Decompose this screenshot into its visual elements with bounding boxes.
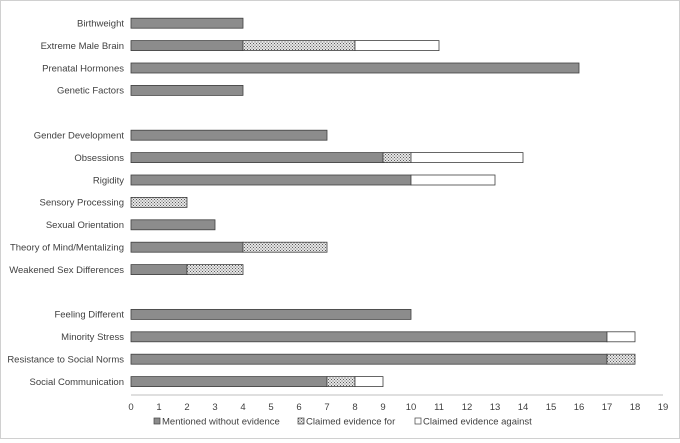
category-label-rigidity: Rigidity: [93, 175, 124, 186]
bar-claimed-evidence-for-social-communication: [326, 376, 356, 388]
category-label-weakened-sex-differences: Weakened Sex Differences: [9, 265, 124, 276]
category-labels: Birthweight Extreme Male Brain Prenatal Ho…: [7, 19, 124, 388]
bar-mentioned-without-evidence-obsessions: [130, 152, 384, 164]
category-label-resistance-to-social-norms: Resistance to Social Norms: [7, 355, 124, 366]
bar-claimed-evidence-for-weakened-sex-differences: [186, 264, 244, 276]
x-tick-label-18: 18: [630, 402, 641, 413]
x-tick-label-16: 16: [574, 402, 585, 413]
bar-claimed-evidence-for-theory-of-mind-mentalizing: [242, 241, 328, 253]
x-tick-label-0: 0: [128, 402, 133, 413]
category-label-sensory-processing: Sensory Processing: [40, 198, 124, 209]
x-tick-label-5: 5: [268, 402, 273, 413]
bar-mentioned-without-evidence-minority-stress: [130, 331, 608, 343]
x-tick-label-2: 2: [184, 402, 189, 413]
category-label-gender-development: Gender Development: [34, 131, 125, 142]
x-tick-label-15: 15: [546, 402, 557, 413]
bar-mentioned-without-evidence-prenatal-hormones: [130, 62, 580, 74]
bar-segments: [130, 17, 636, 388]
category-label-birthweight: Birthweight: [77, 19, 124, 30]
x-tick-label-14: 14: [518, 402, 529, 413]
bar-mentioned-without-evidence-extreme-male-brain: [130, 40, 244, 51]
category-label-theory-of-mind-mentalizing: Theory of Mind/Mentalizing: [10, 243, 124, 254]
category-label-obsessions: Obsessions: [74, 153, 124, 164]
bar-claimed-evidence-against-minority-stress: [606, 331, 636, 343]
x-tick-label-4: 4: [240, 402, 245, 413]
bar-mentioned-without-evidence-feeling-different: [130, 308, 412, 320]
category-label-genetic-factors: Genetic Factors: [57, 86, 124, 97]
bar-mentioned-without-evidence-resistance-to-social-norms: [130, 353, 608, 365]
bar-mentioned-without-evidence-theory-of-mind-mentalizing: [130, 241, 244, 253]
bar-claimed-evidence-for-extreme-male-brain: [242, 40, 356, 51]
x-tick-label-10: 10: [406, 402, 417, 413]
bar-mentioned-without-evidence-genetic-factors: [130, 85, 244, 96]
legend-swatch-claimed-evidence-against: [414, 417, 422, 425]
bar-claimed-evidence-against-rigidity: [410, 174, 496, 186]
legend-swatch-claimed-evidence-for: [297, 417, 305, 425]
category-label-extreme-male-brain: Extreme Male Brain: [41, 41, 124, 52]
x-tick-label-8: 8: [352, 402, 357, 413]
legend-label-claimed-evidence-for: Claimed evidence for: [306, 417, 395, 428]
legend-label-claimed-evidence-against: Claimed evidence against: [423, 417, 532, 428]
bar-mentioned-without-evidence-social-communication: [130, 376, 328, 388]
x-tick-label-13: 13: [490, 402, 501, 413]
x-tick-label-11: 11: [434, 402, 444, 413]
x-tick-label-7: 7: [324, 402, 329, 413]
bar-mentioned-without-evidence-birthweight: [130, 17, 244, 29]
legend-swatch-mentioned-without-evidence: [153, 417, 161, 425]
bar-mentioned-without-evidence-rigidity: [130, 174, 412, 186]
x-tick-label-6: 6: [296, 402, 301, 413]
category-label-sexual-orientation: Sexual Orientation: [46, 220, 124, 231]
x-axis: 0 1 2 3 4 5 6 7 8 9 10 11 12 13 14 15 16 17 18 19: [128, 394, 669, 413]
bar-claimed-evidence-against-social-communication: [354, 376, 384, 388]
bar-claimed-evidence-for-sensory-processing: [130, 196, 188, 208]
legend-label-mentioned-without-evidence: Mentioned without evidence: [162, 417, 280, 428]
bar-mentioned-without-evidence-gender-development: [130, 129, 328, 141]
bar-mentioned-without-evidence-weakened-sex-differences: [130, 264, 188, 276]
x-tick-label-17: 17: [602, 402, 613, 413]
category-label-minority-stress: Minority Stress: [61, 332, 124, 343]
x-tick-label-1: 1: [156, 402, 161, 413]
category-label-prenatal-hormones: Prenatal Hormones: [42, 63, 124, 74]
x-tick-label-12: 12: [462, 402, 473, 413]
category-label-social-communication: Social Communication: [29, 377, 124, 388]
bar-claimed-evidence-for-obsessions: [382, 152, 412, 164]
x-tick-label-9: 9: [380, 402, 385, 413]
bar-claimed-evidence-for-resistance-to-social-norms: [606, 353, 636, 365]
category-label-feeling-different: Feeling Different: [54, 310, 124, 321]
x-tick-label-3: 3: [212, 402, 217, 413]
legend: Mentioned without evidence Claimed eviden…: [153, 417, 532, 428]
bar-claimed-evidence-against-extreme-male-brain: [354, 40, 440, 51]
x-tick-label-19: 19: [658, 402, 669, 413]
bar-claimed-evidence-against-obsessions: [410, 152, 524, 164]
bar-mentioned-without-evidence-sexual-orientation: [130, 219, 216, 231]
